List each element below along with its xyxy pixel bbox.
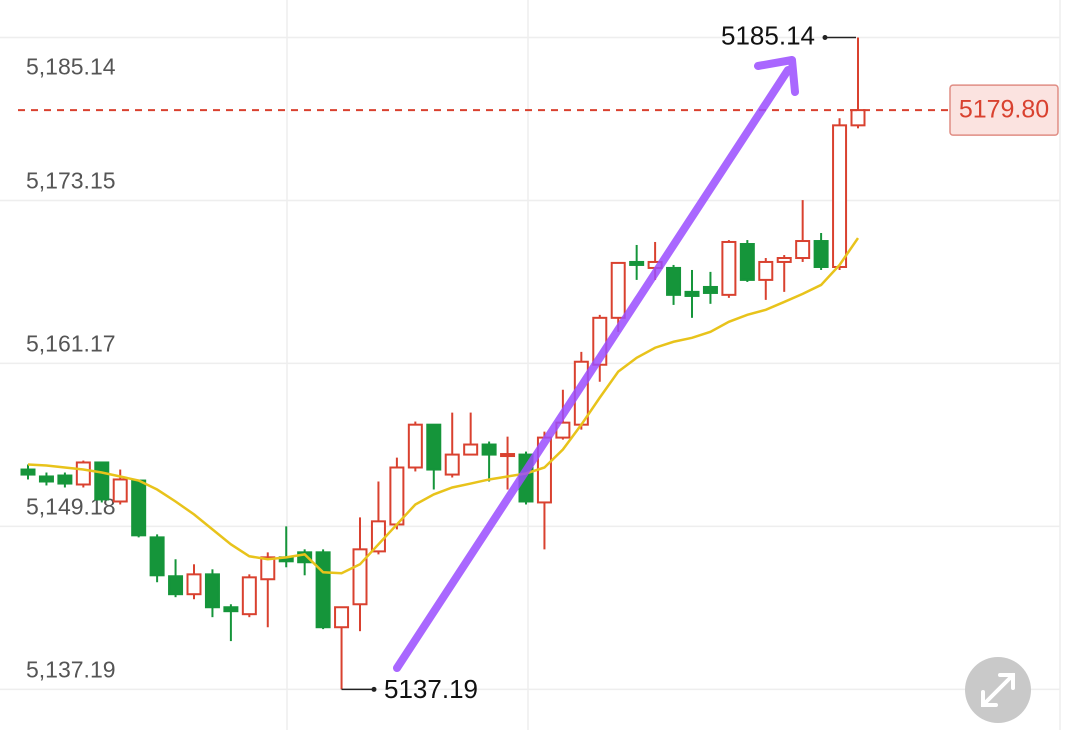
candle-body xyxy=(407,423,423,469)
expand-icon[interactable] xyxy=(981,673,1015,707)
candle-body xyxy=(500,453,516,458)
arrow-shaft xyxy=(393,66,792,672)
y-tick-label: 5,185.14 xyxy=(26,54,116,80)
candle-body xyxy=(702,285,718,294)
trend-arrow xyxy=(393,56,799,672)
candle-body xyxy=(795,240,811,260)
candle-body xyxy=(94,461,110,501)
candle-body xyxy=(204,573,220,609)
candle-body xyxy=(629,260,645,266)
candle-body xyxy=(168,575,184,596)
candle-body xyxy=(463,443,479,456)
y-tick-label: 5,161.17 xyxy=(26,330,116,356)
candle-body xyxy=(389,466,405,526)
candle-body xyxy=(739,243,755,281)
candle-body xyxy=(260,556,276,581)
candle-body xyxy=(776,257,792,263)
candle-body xyxy=(75,461,91,486)
candle-body xyxy=(352,548,368,606)
y-tick-label: 5,137.19 xyxy=(26,656,116,682)
max-dot xyxy=(822,35,828,41)
candle-body xyxy=(666,266,682,296)
candle-body xyxy=(850,109,866,127)
candle-body xyxy=(370,520,386,553)
plot: 5,137.195,149.185,161.175,173.155,185.14… xyxy=(0,20,1060,704)
candle-body xyxy=(426,423,442,471)
candle-body xyxy=(20,468,36,476)
candle-body xyxy=(610,261,626,319)
candle-body xyxy=(758,260,774,281)
candle-body xyxy=(57,474,73,485)
expand-button[interactable] xyxy=(965,657,1031,723)
candle-body xyxy=(444,453,460,476)
candle-body xyxy=(241,576,257,616)
candle-body xyxy=(297,551,313,564)
candle-body xyxy=(131,479,147,537)
average-line xyxy=(27,237,860,575)
candle-body xyxy=(315,551,331,629)
candle-body xyxy=(481,443,497,456)
min-dot xyxy=(371,686,377,692)
min-label: 5137.19 xyxy=(384,674,478,704)
price-tag-label: 5179.80 xyxy=(959,96,1049,124)
candle-body xyxy=(832,124,848,268)
candle-body xyxy=(684,290,700,297)
candle-body xyxy=(38,475,54,483)
candle-body xyxy=(186,573,202,596)
candle-body xyxy=(334,606,350,629)
candle-body xyxy=(721,240,737,296)
price-tag xyxy=(949,84,1059,136)
y-tick-label: 5,173.15 xyxy=(26,168,116,194)
candle-body xyxy=(223,606,239,613)
arrow-head xyxy=(754,56,799,96)
max-label: 5185.14 xyxy=(721,20,815,50)
candle-body xyxy=(149,536,165,577)
candle-body xyxy=(112,478,128,503)
candle-body xyxy=(813,240,829,268)
